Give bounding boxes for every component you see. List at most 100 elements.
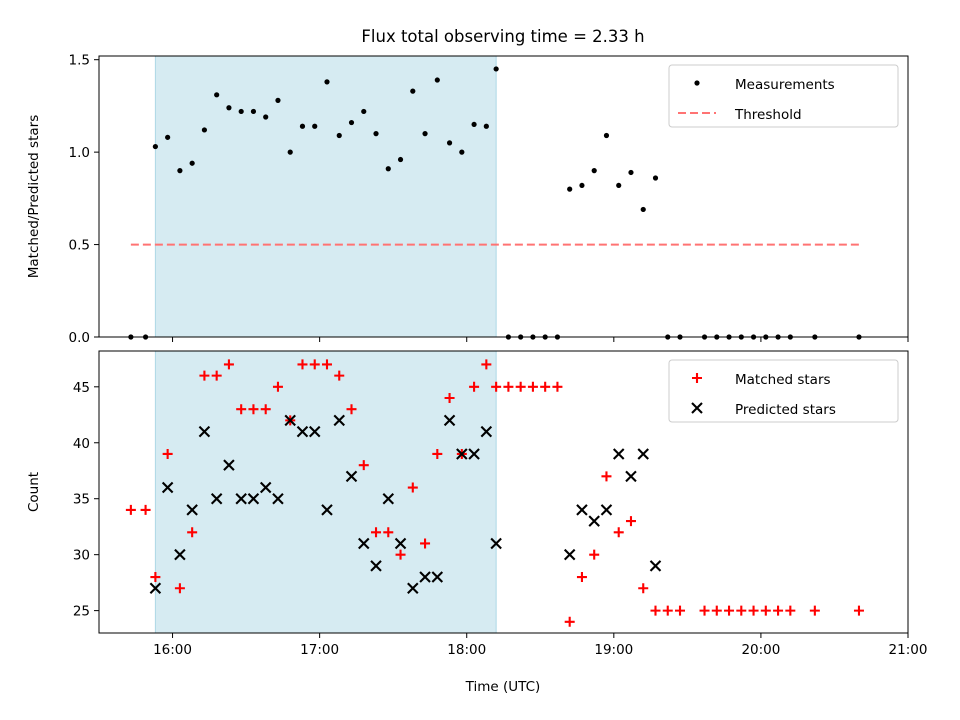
y-axis-label: Matched/Predicted stars bbox=[26, 115, 42, 278]
data-point-dot bbox=[299, 123, 306, 129]
data-point-dot bbox=[226, 105, 232, 111]
data-point-dot bbox=[177, 168, 183, 174]
data-point-dot bbox=[214, 92, 220, 98]
data-point-cross bbox=[296, 425, 309, 438]
data-point-plus bbox=[503, 381, 514, 392]
data-point-cross bbox=[370, 560, 382, 572]
data-point-plus bbox=[481, 359, 492, 370]
data-point-cross bbox=[649, 560, 662, 572]
data-point-plus bbox=[395, 549, 406, 560]
data-point-cross bbox=[394, 537, 407, 550]
data-point-cross bbox=[625, 470, 637, 483]
data-point-cross bbox=[198, 425, 211, 438]
series-predicted-stars bbox=[149, 414, 662, 594]
data-point-plus bbox=[125, 504, 136, 515]
data-point-dot bbox=[410, 88, 416, 94]
data-point-dot bbox=[263, 114, 269, 120]
data-point-cross bbox=[637, 448, 649, 460]
data-point-plus bbox=[187, 527, 198, 538]
data-point-plus bbox=[309, 359, 320, 370]
data-point-plus bbox=[613, 527, 624, 538]
legend-label: Predicted stars bbox=[735, 402, 836, 418]
data-point-plus bbox=[346, 404, 357, 415]
data-point-dot bbox=[348, 119, 355, 126]
data-point-dot bbox=[361, 108, 367, 115]
data-point-dot bbox=[694, 80, 700, 86]
data-point-plus bbox=[711, 605, 722, 616]
data-point-cross bbox=[272, 492, 284, 505]
data-point-dot bbox=[567, 186, 573, 192]
x-tick-label: 20:00 bbox=[741, 642, 780, 658]
data-point-plus bbox=[576, 572, 587, 583]
panel-ratio: 0.0 0.5 1.0 1.5 Matched/Predicted stars Measu… bbox=[26, 53, 909, 346]
data-point-plus bbox=[407, 482, 418, 493]
data-point-cross bbox=[600, 504, 613, 516]
data-point-cross bbox=[407, 582, 419, 594]
data-point-dot bbox=[324, 79, 330, 85]
data-point-dot bbox=[483, 123, 489, 129]
data-point-cross bbox=[490, 537, 502, 550]
data-point-plus bbox=[785, 605, 796, 616]
data-point-dot bbox=[422, 131, 428, 137]
data-point-plus bbox=[162, 448, 173, 459]
data-point-cross bbox=[382, 492, 395, 505]
data-point-plus bbox=[223, 359, 234, 370]
data-point-cross bbox=[468, 448, 480, 460]
data-point-dot bbox=[189, 160, 195, 166]
data-point-cross bbox=[161, 481, 174, 494]
data-point-dot bbox=[336, 132, 342, 139]
data-point-dot bbox=[459, 149, 465, 155]
data-point-plus bbox=[736, 605, 747, 616]
data-point-cross bbox=[210, 492, 223, 505]
data-point-plus bbox=[321, 359, 332, 370]
x-axis-label: Time (UTC) bbox=[465, 679, 541, 695]
data-point-dot bbox=[434, 77, 440, 83]
data-point-dot bbox=[591, 168, 597, 174]
data-point-dot bbox=[493, 66, 499, 72]
data-point-plus bbox=[444, 393, 455, 403]
data-point-plus bbox=[638, 583, 649, 594]
data-point-dot bbox=[373, 131, 379, 137]
data-point-plus bbox=[199, 370, 210, 381]
y-tick-label: 1.5 bbox=[69, 53, 90, 69]
data-point-cross bbox=[259, 481, 272, 494]
data-point-plus bbox=[589, 549, 600, 560]
data-point-cross bbox=[333, 414, 345, 427]
y-tick-label: 0.5 bbox=[69, 238, 90, 254]
y-tick-label: 35 bbox=[73, 492, 90, 508]
legend-box bbox=[668, 64, 899, 128]
data-point-cross bbox=[576, 504, 588, 516]
x-tick-label: 18:00 bbox=[447, 642, 486, 658]
data-point-plus bbox=[150, 572, 161, 583]
chart-title: Flux total observing time = 2.33 h bbox=[361, 27, 644, 46]
data-point-plus bbox=[371, 527, 382, 538]
data-point-plus bbox=[174, 583, 185, 594]
data-point-plus bbox=[748, 605, 759, 616]
data-point-plus bbox=[853, 605, 864, 616]
data-point-dot bbox=[640, 206, 646, 213]
y-tick-label: 30 bbox=[73, 548, 90, 564]
data-point-dot bbox=[201, 127, 208, 133]
data-point-plus bbox=[297, 359, 308, 370]
data-point-plus bbox=[650, 605, 661, 616]
y-axis-label: Count bbox=[26, 472, 42, 512]
data-point-plus bbox=[515, 381, 526, 392]
data-point-dot bbox=[312, 123, 318, 129]
y-tick-label: 0.0 bbox=[69, 330, 90, 346]
data-point-cross bbox=[247, 492, 260, 505]
data-point-cross bbox=[358, 537, 370, 550]
data-point-plus bbox=[248, 404, 259, 415]
legend: Matched stars Predicted stars bbox=[668, 359, 899, 423]
data-point-dot bbox=[628, 169, 634, 176]
data-point-dot bbox=[579, 182, 585, 189]
data-point-cross bbox=[456, 448, 468, 460]
data-point-plus bbox=[540, 381, 551, 392]
data-point-cross bbox=[186, 504, 198, 516]
data-point-plus bbox=[625, 516, 636, 527]
data-point-plus bbox=[760, 605, 771, 616]
data-point-dot bbox=[652, 175, 659, 181]
data-point-plus bbox=[552, 381, 563, 392]
data-point-plus bbox=[334, 370, 345, 381]
x-tick-label: 17:00 bbox=[300, 642, 339, 658]
legend-label: Matched stars bbox=[735, 372, 831, 388]
